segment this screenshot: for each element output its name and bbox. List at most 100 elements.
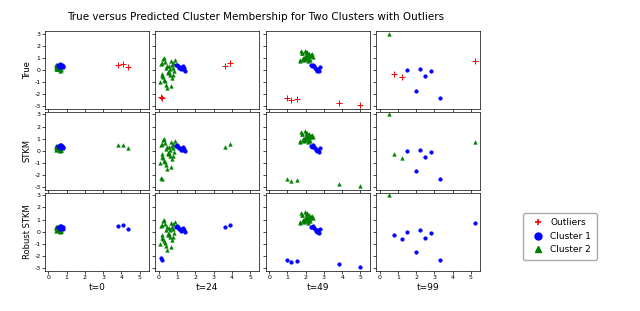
Point: [52, 145, 63, 150]
Point: [164, 69, 175, 74]
Point: [303, 53, 314, 58]
Point: [308, 62, 318, 67]
Point: [282, 176, 292, 181]
Point: [169, 230, 179, 235]
Point: [164, 228, 175, 233]
Point: [296, 129, 307, 134]
Point: [52, 225, 63, 230]
Point: [305, 215, 315, 220]
Point: [157, 137, 168, 142]
Point: [156, 223, 166, 228]
Point: [54, 147, 64, 152]
Point: [420, 155, 430, 160]
Point: [303, 139, 313, 144]
Point: [55, 61, 65, 66]
Point: [160, 78, 170, 83]
Point: [291, 258, 301, 263]
Point: [299, 218, 309, 223]
Point: [333, 262, 344, 267]
Point: [295, 140, 305, 145]
Point: [156, 94, 166, 99]
Point: [56, 67, 67, 72]
Point: [51, 228, 61, 233]
Point: [310, 65, 320, 70]
Point: [298, 57, 308, 62]
Point: [54, 228, 64, 233]
Point: [157, 142, 167, 147]
Point: [53, 66, 63, 71]
Point: [54, 63, 64, 68]
Point: [298, 219, 308, 224]
Point: [168, 146, 178, 151]
Point: [51, 226, 61, 231]
Point: [53, 145, 63, 150]
Point: [179, 64, 189, 69]
Point: [52, 146, 63, 151]
Point: [469, 221, 479, 226]
Point: [296, 212, 307, 217]
Point: [161, 144, 172, 149]
Point: [123, 226, 133, 231]
Point: [301, 135, 311, 140]
Point: [55, 142, 65, 147]
Point: [56, 224, 66, 229]
Point: [113, 224, 123, 229]
Point: [383, 193, 394, 198]
Point: [303, 137, 313, 142]
Point: [180, 230, 191, 235]
Point: [314, 150, 324, 155]
Point: [157, 74, 168, 79]
Point: [312, 66, 323, 71]
Point: [316, 145, 326, 150]
Point: [174, 227, 184, 232]
Point: [52, 146, 63, 151]
Point: [164, 150, 175, 155]
Point: [355, 183, 365, 188]
Point: [304, 132, 314, 137]
Point: [415, 66, 425, 71]
Point: [396, 236, 406, 241]
Point: [54, 148, 65, 153]
Point: [168, 141, 179, 146]
X-axis label: t=99: t=99: [417, 282, 439, 291]
Point: [54, 144, 64, 149]
Point: [307, 52, 317, 57]
Point: [161, 163, 172, 168]
Point: [174, 146, 184, 151]
Point: [167, 157, 177, 162]
Point: [52, 144, 63, 150]
Point: [58, 63, 68, 68]
Point: [168, 235, 178, 240]
Text: True versus Predicted Cluster Membership for Two Clusters with Outliers: True versus Predicted Cluster Membership…: [67, 12, 445, 22]
Point: [157, 223, 167, 228]
Point: [54, 68, 65, 73]
Point: [113, 143, 123, 148]
Point: [175, 229, 186, 234]
Point: [123, 146, 133, 151]
Point: [118, 61, 129, 66]
Point: [159, 141, 170, 146]
Point: [304, 54, 314, 59]
Point: [300, 137, 310, 142]
Point: [51, 64, 61, 69]
Point: [301, 133, 311, 138]
Point: [158, 75, 168, 80]
Point: [303, 215, 314, 220]
Point: [179, 225, 189, 230]
Point: [54, 65, 65, 70]
Point: [295, 139, 305, 144]
Point: [220, 225, 230, 230]
Point: [305, 134, 315, 139]
Point: [304, 216, 314, 221]
Point: [301, 214, 311, 219]
Point: [355, 103, 365, 108]
Point: [54, 226, 65, 231]
Point: [166, 221, 176, 226]
Point: [52, 64, 63, 69]
Point: [174, 65, 184, 70]
Point: [426, 69, 436, 74]
Point: [55, 144, 65, 150]
Point: [301, 211, 312, 216]
Point: [172, 143, 182, 148]
Point: [301, 131, 312, 136]
